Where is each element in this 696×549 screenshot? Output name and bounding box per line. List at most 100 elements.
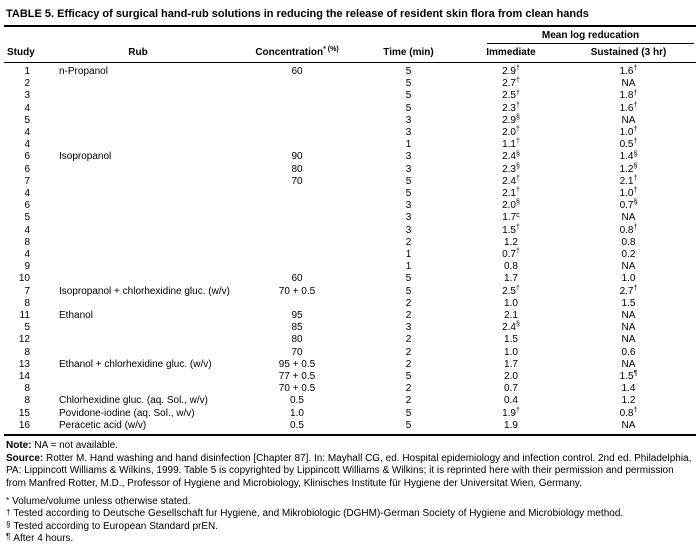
cell-sustained: NA (621, 358, 636, 370)
cell-study: 13 (18, 358, 30, 370)
cell-study: 4 (24, 224, 30, 236)
col-header-sustained: Sustained (3 hr) (561, 44, 696, 63)
cell-study: 15 (18, 407, 30, 419)
cell-immediate: 1.9 (504, 419, 518, 431)
cell-concentration: 90 (291, 151, 303, 163)
cell-study: 11 (19, 310, 30, 322)
col-header-rub: Rub (38, 44, 238, 63)
cell-immediate: 1.5 (504, 334, 518, 346)
col-header-time: Time (min) (356, 44, 461, 63)
table-row: 2 5 2.7† NA (4, 77, 696, 90)
cell-study: 7 (24, 175, 30, 187)
table-row: 4 1 1.1† 0.5† (4, 138, 696, 151)
cell-sustained: 0.8† (619, 223, 638, 236)
cell-sustained: NA (621, 114, 636, 126)
cell-rub: Ethanol + chlorhexidine gluc. (w/v) (59, 358, 212, 370)
cell-study: 10 (18, 273, 30, 285)
cell-sustained: 1.4§ (619, 150, 638, 163)
table-row: 4 3 1.5† 0.8† (4, 223, 696, 237)
cell-sustained: 1.2§ (619, 162, 638, 175)
cell-time: 5 (405, 78, 412, 90)
cell-time: 5 (405, 90, 412, 102)
cell-immediate: 1.5† (502, 223, 520, 236)
cell-time: 3 (405, 322, 412, 334)
cell-study: 5 (24, 322, 30, 334)
cell-sustained: 0.7§ (619, 199, 638, 212)
cell-time: 1 (405, 261, 412, 273)
table-row: 15 Povidone-iodine (aq. Sol., w/v) 1.0 5 1.9… (4, 407, 696, 420)
cell-concentration: 1.0 (290, 407, 304, 419)
spanner-cell: Mean log reducation (461, 26, 696, 44)
cell-time: 5 (405, 273, 412, 285)
table-row: 1 n-Propanol 60 5 2.9† 1.6† (4, 63, 696, 79)
cell-time: 3 (405, 212, 412, 224)
cell-concentration: 80 (291, 334, 303, 346)
footnote-symbol: ¶ (6, 532, 11, 542)
cell-sustained: 1.0† (619, 126, 638, 139)
table-row: 4 5 2.1† 1.0† (4, 187, 696, 200)
cell-immediate: 0.8 (504, 261, 518, 273)
cell-study: 5 (24, 114, 30, 126)
table-row: 8 70 + 0.5 2 0.7 1.4 (4, 383, 696, 395)
cell-rub: Povidone-iodine (aq. Sol., w/v) (59, 407, 195, 419)
cell-study: 8 (24, 395, 30, 407)
table-row: 6 80 3 2.3§ 1.2§ (4, 162, 696, 176)
cell-rub (38, 103, 238, 115)
cell-concentration: 95 (291, 310, 303, 322)
cell-concentration: 80 (291, 163, 303, 175)
cell-time: 2 (405, 346, 412, 358)
cell-concentration: 60 (291, 66, 303, 77)
cell-time: 5 (405, 285, 412, 297)
cell-time: 3 (405, 114, 412, 126)
cell-rub (38, 334, 238, 346)
cell-study: 4 (24, 102, 30, 114)
cell-immediate: 2.0§ (502, 199, 520, 212)
cell-immediate: 2.4§ (502, 150, 520, 163)
table-row: 14 77 + 0.5 5 2.0 1.5¶ (4, 370, 696, 383)
cell-immediate: 1.1† (502, 138, 520, 151)
cell-rub: Isopropanol (59, 151, 112, 163)
table-row: 8 2 1.2 0.8 (4, 237, 696, 249)
cell-immediate: 0.7† (502, 248, 520, 261)
cell-study: 12 (18, 334, 30, 346)
cell-rub (38, 261, 238, 273)
cell-rub (38, 273, 238, 285)
cell-time: 2 (405, 383, 412, 395)
table-row: 9 1 0.8 NA (4, 261, 696, 273)
note-text: NA = not available. (31, 440, 119, 452)
cell-sustained: 2.1† (619, 175, 638, 187)
footnote-line: † Tested according to Deutsche Gesellscha… (6, 507, 624, 520)
source-text: Rotter M. Hand washing and hand disinfec… (6, 452, 692, 489)
cell-sustained: NA (621, 78, 636, 90)
cell-time: 5 (405, 371, 412, 383)
table-row: 6 3 2.0§ 0.7§ (4, 199, 696, 212)
cell-sustained: NA (621, 212, 636, 224)
footnote-list: * Volume/volume unless otherwise stated. †… (6, 496, 696, 545)
cell-study: 4 (24, 188, 30, 200)
cell-immediate: 1.7c (502, 211, 520, 224)
cell-rub (38, 237, 238, 249)
cell-rub (38, 176, 238, 188)
table-row: 4 3 2.0† 1.0† (4, 126, 696, 139)
table-row: 8 2 1.0 1.5 (4, 298, 696, 310)
efficacy-table: Mean log reducation Study Rub Concentratio… (4, 25, 696, 437)
cell-time: 3 (405, 200, 412, 212)
source-label: Source: (6, 452, 44, 464)
cell-immediate: 2.5† (502, 89, 520, 102)
cell-sustained: NA (621, 334, 636, 346)
cell-sustained: 1.8† (619, 89, 638, 102)
cell-time: 2 (405, 310, 412, 322)
footnote-line: * Volume/volume unless otherwise stated. (6, 495, 191, 508)
cell-rub (38, 347, 238, 359)
table-row: 12 80 2 1.5 NA (4, 334, 696, 346)
cell-rub (38, 188, 238, 200)
cell-rub (38, 90, 238, 102)
cell-rub: Isopropanol + chlorhexidine gluc. (w/v) (59, 285, 230, 297)
cell-time: 2 (405, 358, 412, 370)
cell-concentration (238, 90, 356, 102)
spanner-spacer (4, 26, 461, 44)
cell-sustained: 1.0† (619, 187, 638, 200)
cell-study: 8 (24, 236, 30, 248)
mean-log-reduction-spanner: Mean log reducation (487, 30, 695, 44)
cell-rub (38, 78, 238, 90)
